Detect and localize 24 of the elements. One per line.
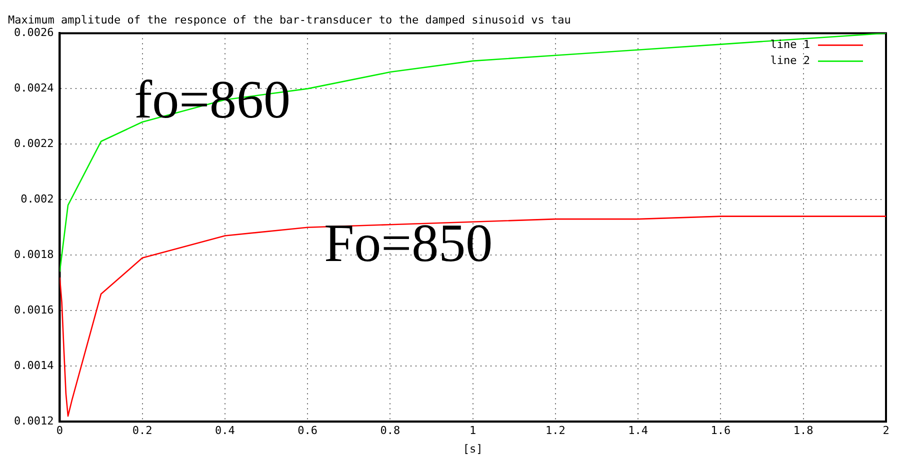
y-tick-label: 0.0022	[14, 137, 54, 150]
y-tick-label: 0.0014	[14, 358, 54, 372]
legend-label: line 2	[770, 54, 810, 68]
y-tick-label: 0.0026	[14, 26, 54, 40]
x-tick-label: 0.4	[215, 424, 236, 438]
x-axis-title: [s]	[462, 442, 483, 456]
x-tick-label: 1.2	[546, 424, 566, 438]
x-tick-label: 0.6	[298, 424, 318, 438]
y-tick-label: 0.002	[20, 192, 54, 206]
y-tick-label: 0.0018	[14, 248, 54, 261]
x-tick-label: 2	[882, 424, 890, 438]
annotation: Fo=850	[324, 213, 493, 274]
x-tick-label: 0.8	[380, 424, 400, 438]
x-tick-label: 1.4	[628, 424, 648, 438]
x-tick-label: 0	[56, 424, 64, 438]
y-tick-label: 0.0012	[14, 414, 54, 428]
y-tick-label: 0.0024	[14, 82, 54, 95]
chart-title: Maximum amplitude of the responce of the bar-transducer to the damped sinusoid vs tau	[8, 13, 571, 26]
x-tick-label: 0.2	[132, 424, 152, 438]
x-tick-label: 1.6	[710, 424, 731, 438]
y-tick-label: 0.0016	[14, 303, 54, 316]
x-tick-label: 1	[470, 424, 476, 438]
x-tick-label: 1.8	[793, 424, 814, 438]
legend-label: line 1	[770, 38, 810, 52]
